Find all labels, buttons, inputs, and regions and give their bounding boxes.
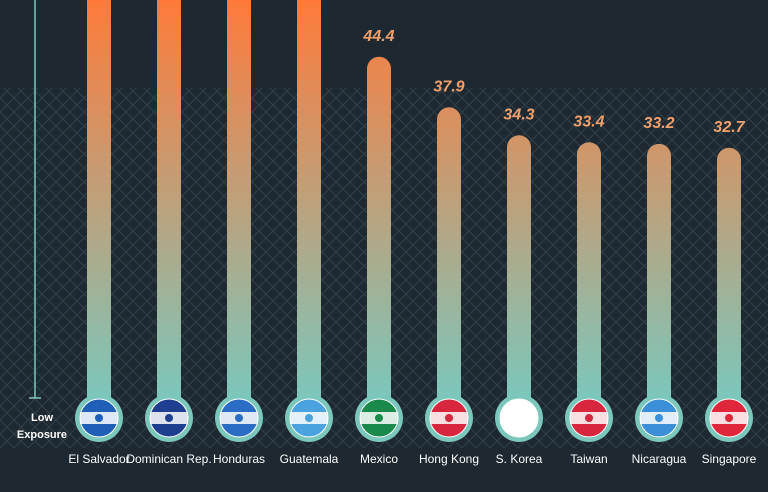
bar [227, 0, 251, 418]
flag-emblem [95, 414, 103, 422]
flag-emblem [585, 414, 593, 422]
annotation: Low [31, 412, 53, 424]
flag-emblem [375, 414, 383, 422]
value-label: 44.4 [362, 28, 394, 45]
x-tick-label: El Salvador [68, 452, 129, 466]
x-tick-label: S. Korea [496, 452, 543, 466]
bar [577, 142, 601, 418]
bar [297, 0, 321, 418]
x-tick-label: Singapore [702, 452, 757, 466]
bar [717, 147, 741, 418]
bar [507, 135, 531, 418]
x-tick-label: Honduras [213, 452, 265, 466]
x-tick-label: Dominican Rep. [126, 452, 211, 466]
value-label: 32.7 [713, 119, 745, 136]
flag-emblem [235, 414, 243, 422]
x-tick-label: Guatemala [280, 452, 339, 466]
bar [647, 143, 671, 419]
flag-emblem [725, 414, 733, 422]
x-tick-label: Mexico [360, 452, 398, 466]
value-label: 37.9 [433, 79, 464, 96]
value-label: 33.2 [643, 115, 674, 132]
flag-emblem [165, 414, 173, 422]
value-label: 33.4 [573, 114, 604, 131]
flag-emblem [515, 414, 523, 422]
flag-emblem [305, 414, 313, 422]
bar [157, 0, 181, 418]
flag-emblem [655, 414, 663, 422]
bar [437, 107, 461, 418]
bar [367, 56, 391, 419]
flag-emblem [445, 414, 453, 422]
value-label: 34.3 [503, 107, 534, 124]
x-tick-label: Hong Kong [419, 452, 479, 466]
x-tick-label: Nicaragua [632, 452, 687, 466]
bar [87, 0, 111, 418]
x-tick-label: Taiwan [570, 452, 607, 466]
annotation: Exposure [17, 429, 67, 441]
